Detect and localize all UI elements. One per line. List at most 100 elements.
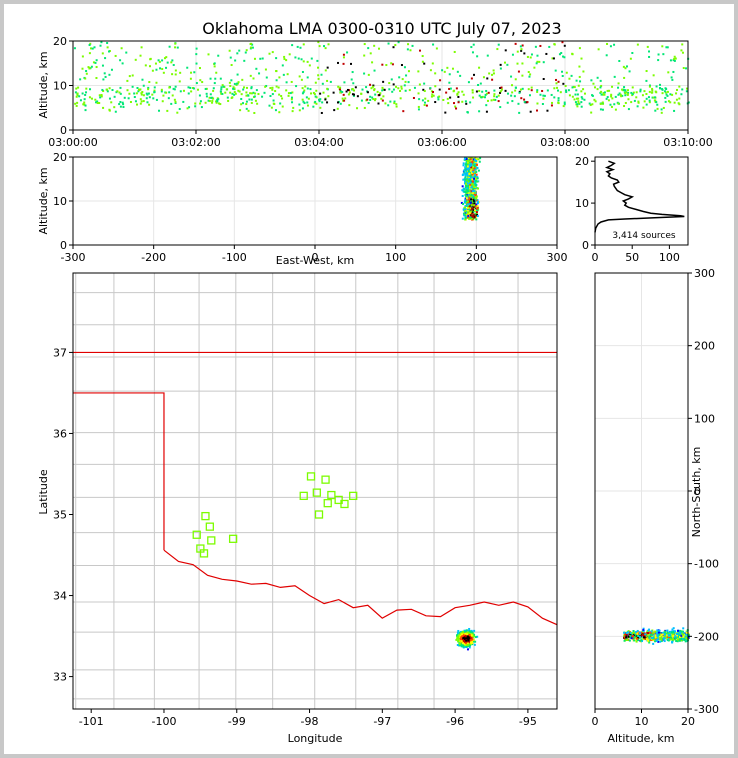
source-point: [573, 98, 576, 101]
source-point: [278, 93, 281, 96]
source-point: [626, 638, 629, 641]
source-point: [388, 82, 391, 85]
source-point: [305, 96, 308, 99]
source-point: [198, 67, 201, 70]
source-point: [135, 92, 138, 95]
source-point: [126, 89, 129, 92]
source-point: [464, 635, 467, 638]
source-point: [369, 98, 372, 101]
source-point: [602, 91, 605, 94]
source-point: [315, 89, 318, 92]
source-point: [84, 104, 87, 107]
source-point: [481, 90, 484, 93]
source-point: [417, 108, 420, 111]
source-point: [680, 634, 683, 637]
source-point: [580, 96, 583, 99]
source-point: [687, 634, 690, 637]
source-point: [187, 86, 190, 89]
source-point: [672, 634, 675, 637]
source-point: [466, 190, 469, 193]
source-point: [221, 92, 224, 95]
source-point: [631, 86, 634, 89]
source-point: [474, 191, 477, 194]
source-point: [314, 81, 317, 84]
source-point: [492, 98, 495, 101]
source-point: [591, 103, 594, 106]
source-point: [464, 630, 467, 633]
source-point: [356, 107, 359, 110]
source-point: [467, 212, 470, 215]
source-point: [474, 206, 477, 209]
state-border-red-river: [163, 549, 557, 626]
source-point: [465, 169, 468, 172]
source-point: [464, 208, 467, 211]
source-point: [466, 111, 469, 114]
y-tick-label: 37: [53, 346, 67, 359]
source-point: [351, 93, 354, 96]
x-tick-label: 0: [592, 251, 599, 264]
source-point: [678, 97, 681, 100]
y-tick-label: 300: [694, 267, 715, 280]
source-point: [417, 105, 420, 108]
source-point: [617, 86, 620, 89]
source-point: [178, 80, 181, 83]
source-point: [570, 74, 573, 77]
source-point: [318, 100, 321, 103]
source-point: [348, 91, 351, 94]
source-point: [467, 214, 470, 217]
source-point: [195, 47, 198, 50]
source-point: [634, 639, 637, 642]
source-point: [676, 640, 679, 643]
source-point: [162, 71, 165, 74]
source-point: [470, 172, 473, 175]
source-point: [664, 96, 667, 99]
source-point: [438, 95, 441, 98]
source-point: [220, 92, 223, 95]
source-point: [468, 176, 471, 179]
source-point: [651, 96, 654, 99]
y-tick-label: 0: [694, 485, 701, 498]
source-point: [140, 46, 143, 49]
source-point: [240, 98, 243, 101]
source-point: [648, 50, 651, 53]
source-point: [89, 88, 92, 91]
source-point: [418, 83, 421, 86]
source-point: [603, 93, 606, 96]
source-point: [648, 84, 651, 87]
source-point: [648, 90, 651, 93]
source-point: [633, 99, 636, 102]
source-point: [473, 177, 476, 180]
source-point: [485, 104, 488, 107]
source-point: [352, 93, 355, 96]
source-point: [636, 43, 639, 46]
source-point: [468, 638, 471, 641]
source-point: [628, 639, 631, 642]
source-point: [471, 91, 474, 94]
y-tick-label: 10: [53, 80, 67, 93]
source-point: [580, 90, 583, 93]
source-point: [108, 97, 111, 100]
source-point: [467, 180, 470, 183]
source-point: [467, 632, 470, 635]
source-point: [87, 66, 90, 69]
source-point: [245, 107, 248, 110]
source-point: [656, 103, 659, 106]
lma-station-marker: [312, 488, 321, 497]
source-point: [201, 81, 204, 84]
source-point: [665, 93, 668, 96]
source-point: [542, 78, 545, 81]
source-point: [611, 97, 614, 100]
source-point: [618, 59, 621, 62]
source-point: [464, 632, 467, 635]
source-point: [128, 75, 131, 78]
source-point: [637, 635, 640, 638]
source-point: [472, 96, 475, 99]
source-point: [376, 90, 379, 93]
source-point: [561, 41, 564, 44]
source-point: [632, 91, 635, 94]
source-point: [466, 187, 469, 190]
source-point: [472, 186, 475, 189]
source-point: [459, 639, 462, 642]
source-point: [423, 62, 426, 65]
source-point: [232, 87, 235, 90]
